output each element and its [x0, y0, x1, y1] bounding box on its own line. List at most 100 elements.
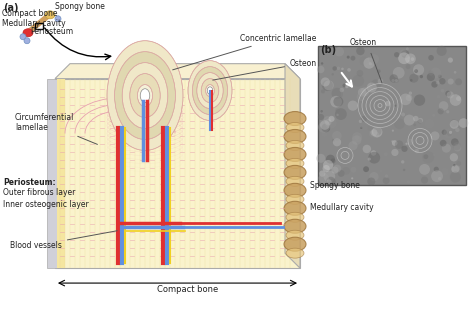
Circle shape [328, 116, 335, 122]
Bar [318, 46, 466, 185]
Circle shape [337, 170, 345, 177]
Ellipse shape [284, 112, 306, 125]
Circle shape [394, 78, 399, 83]
Circle shape [359, 56, 368, 66]
Circle shape [321, 89, 325, 94]
Circle shape [369, 62, 372, 65]
Circle shape [344, 73, 349, 79]
Circle shape [407, 139, 414, 145]
Text: Outer fibrous layer: Outer fibrous layer [3, 188, 75, 197]
Circle shape [450, 120, 459, 129]
Circle shape [392, 79, 395, 82]
Circle shape [401, 160, 404, 163]
Circle shape [441, 89, 445, 93]
Circle shape [415, 149, 419, 153]
Circle shape [322, 80, 333, 91]
Circle shape [335, 108, 339, 112]
Circle shape [400, 49, 407, 56]
Circle shape [316, 154, 325, 163]
Circle shape [439, 78, 446, 85]
Ellipse shape [284, 148, 306, 161]
Circle shape [337, 67, 340, 70]
Circle shape [360, 127, 363, 129]
Circle shape [449, 131, 452, 134]
Circle shape [356, 70, 363, 76]
Circle shape [454, 71, 456, 74]
Text: Periosteum: Periosteum [30, 27, 73, 36]
Circle shape [437, 46, 447, 56]
Circle shape [380, 169, 383, 172]
Circle shape [392, 149, 399, 156]
Circle shape [367, 82, 377, 93]
Circle shape [392, 140, 394, 143]
Circle shape [385, 101, 391, 106]
Ellipse shape [192, 67, 228, 115]
Circle shape [447, 131, 452, 136]
Circle shape [378, 79, 383, 84]
Ellipse shape [140, 89, 150, 102]
Circle shape [459, 118, 468, 128]
Circle shape [400, 94, 411, 105]
Circle shape [390, 74, 398, 83]
Circle shape [406, 64, 410, 69]
Circle shape [453, 121, 461, 130]
Ellipse shape [201, 79, 219, 103]
Circle shape [406, 95, 412, 101]
Circle shape [370, 129, 377, 136]
Circle shape [324, 171, 335, 182]
Ellipse shape [122, 63, 168, 129]
Circle shape [410, 74, 419, 83]
Text: Blood vessels: Blood vessels [10, 231, 117, 250]
Ellipse shape [45, 11, 55, 19]
Circle shape [325, 117, 337, 129]
Circle shape [369, 54, 379, 64]
Circle shape [421, 177, 428, 184]
Circle shape [323, 165, 330, 172]
Circle shape [348, 141, 357, 150]
Circle shape [319, 173, 329, 183]
Circle shape [405, 53, 416, 64]
Circle shape [438, 177, 441, 180]
Ellipse shape [188, 61, 232, 120]
Circle shape [425, 119, 434, 129]
Circle shape [437, 95, 440, 98]
Circle shape [20, 34, 26, 40]
Circle shape [321, 124, 330, 132]
Circle shape [332, 131, 342, 140]
Circle shape [428, 71, 433, 76]
Circle shape [441, 168, 448, 175]
Circle shape [323, 160, 333, 170]
Circle shape [337, 114, 339, 116]
Circle shape [454, 165, 460, 172]
Circle shape [330, 158, 336, 163]
Circle shape [369, 129, 377, 138]
Circle shape [319, 170, 325, 177]
Circle shape [350, 56, 356, 61]
Text: Inner osteogenic layer: Inner osteogenic layer [3, 200, 89, 209]
Circle shape [432, 114, 435, 117]
Circle shape [324, 116, 331, 124]
Circle shape [385, 174, 388, 178]
Bar [35, 23, 43, 29]
Circle shape [389, 110, 392, 114]
Circle shape [439, 101, 448, 111]
Circle shape [356, 93, 365, 101]
Circle shape [377, 70, 381, 73]
Circle shape [450, 94, 461, 106]
Circle shape [55, 16, 61, 22]
Circle shape [341, 68, 344, 70]
Circle shape [414, 69, 418, 73]
Circle shape [410, 79, 412, 82]
Circle shape [431, 81, 438, 88]
Text: Osteon: Osteon [213, 59, 317, 80]
Circle shape [413, 64, 424, 75]
Circle shape [393, 67, 405, 79]
Circle shape [364, 57, 375, 69]
Circle shape [438, 75, 442, 78]
Circle shape [327, 179, 332, 185]
Circle shape [321, 77, 330, 86]
Circle shape [355, 135, 360, 140]
Circle shape [410, 57, 414, 61]
Circle shape [394, 105, 396, 107]
Circle shape [350, 167, 356, 173]
